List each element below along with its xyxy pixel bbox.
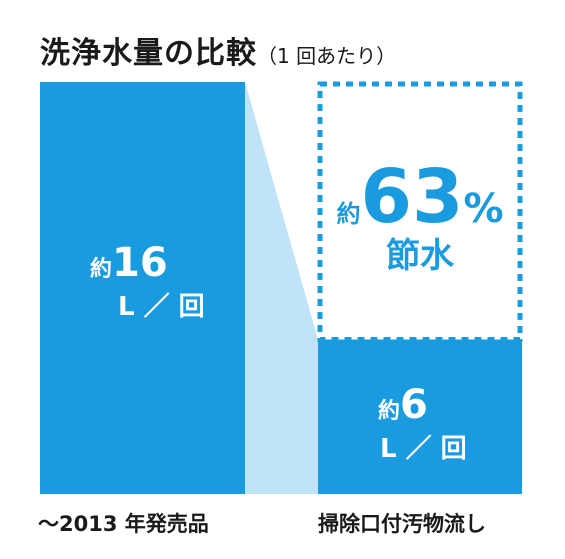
bar-label-value: 16 [112,240,168,286]
category-label-2013-model: 〜2013 年発売品 [38,512,209,536]
chart-title: 洗浄水量の比較（1 回あたり） [40,28,396,72]
savings-label: 約63% 節水 [330,160,510,277]
chart-title-main: 洗浄水量の比較 [40,36,257,71]
bar-label-2013-model: 約16 L ／ 回 [90,240,205,323]
savings-dashed-box [317,81,523,342]
bar-label-prefix: 約 [90,257,113,282]
category-label-cleaning-sink: 掃除口付汚物流し [318,512,486,536]
bar-label-cleaning-sink: 約6 L ／ 回 [378,382,467,465]
savings-word: 節水 [386,236,454,276]
savings-unit: % [463,186,504,232]
savings-value: 63 [360,154,464,240]
chart-subtitle: （1 回あたり） [257,44,397,68]
reduction-connector [245,82,318,494]
bar-label-unit: L ／ 回 [118,292,205,322]
savings-prefix: 約 [336,200,361,228]
bar-label-prefix: 約 [378,399,401,424]
bar-label-unit: L ／ 回 [380,434,467,464]
bar-label-value: 6 [400,382,428,428]
bar-cleaning-sink [318,339,522,494]
bar-2013-model [40,82,245,494]
